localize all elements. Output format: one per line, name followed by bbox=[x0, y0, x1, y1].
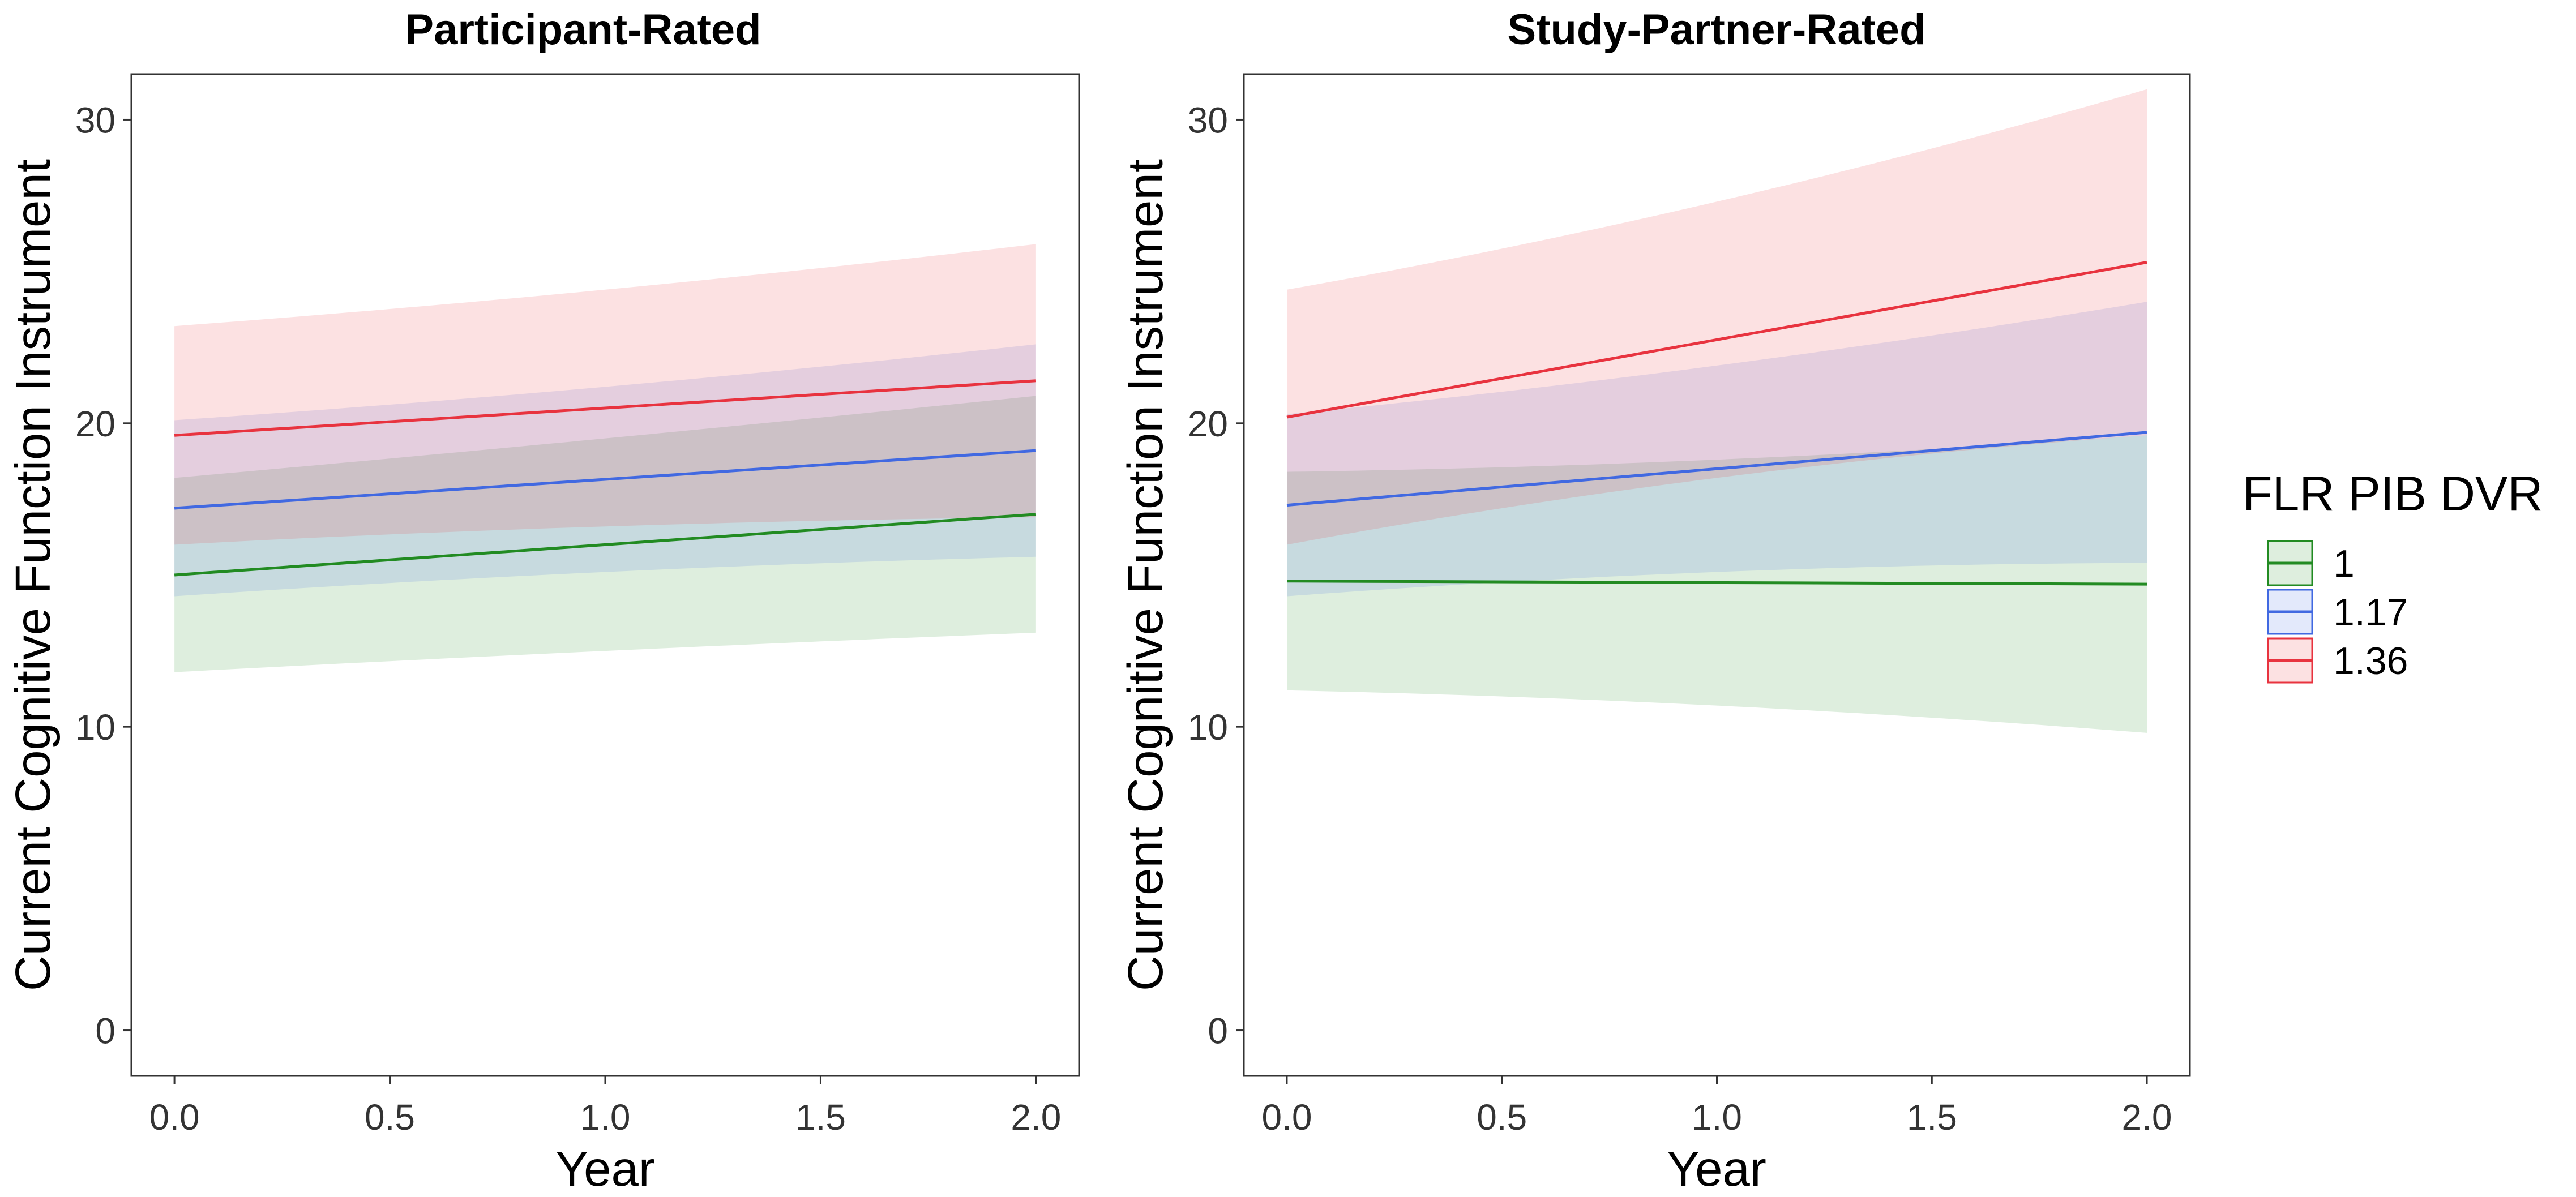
confidence-bands bbox=[1287, 89, 2147, 733]
ci-band-dvr-1-36 bbox=[174, 244, 1036, 545]
fit-line-dvr-1-36 bbox=[1286, 261, 2147, 419]
fit-lines bbox=[174, 379, 1037, 577]
fit-line-dvr-1 bbox=[1286, 580, 2147, 586]
axes: 0 10 20 30 0.0 0.5 1.0 1.5 2.0 bbox=[75, 100, 1062, 1138]
plot-area bbox=[131, 74, 1079, 1076]
x-tick-label: 0.5 bbox=[1477, 1097, 1527, 1138]
fit-line-dvr-1-17 bbox=[174, 449, 1037, 510]
legend-label: 1.36 bbox=[2333, 640, 2408, 683]
y-tick-label: 0 bbox=[1208, 1011, 1228, 1052]
y-tick-label: 10 bbox=[75, 707, 115, 748]
panel-title: Study-Partner-Rated bbox=[1508, 6, 1926, 54]
x-tick-label: 0.0 bbox=[1262, 1097, 1312, 1138]
study-partner-rated-panel: Study-Partner-Rated 0 10 20 30 0.0 0.5 1.0 1.5 2… bbox=[1118, 6, 2191, 1196]
x-tick-label: 1.0 bbox=[580, 1097, 631, 1138]
fit-lines bbox=[1286, 261, 2147, 586]
legend-title: FLR PIB DVR bbox=[2243, 467, 2543, 521]
y-tick-label: 0 bbox=[95, 1011, 115, 1052]
x-tick-label: 0.5 bbox=[365, 1097, 415, 1138]
y-tick-label: 10 bbox=[1188, 707, 1228, 748]
y-axis-title: Current Cognitive Function Instrument bbox=[1118, 159, 1173, 991]
legend-item-dvr-1-36: 1.36 bbox=[2267, 637, 2408, 684]
participant-rated-panel: Participant-Rated 0 10 20 30 0.0 0.5 1.0 1.5 2.0… bbox=[6, 6, 1080, 1196]
ci-band-dvr-1-36 bbox=[1287, 89, 2147, 545]
y-tick-label: 30 bbox=[75, 100, 115, 141]
y-tick-label: 20 bbox=[75, 404, 115, 444]
axes: 0 10 20 30 0.0 0.5 1.0 1.5 2.0 bbox=[1188, 100, 2172, 1138]
x-axis-title: Year bbox=[1667, 1142, 1766, 1196]
legend-label: 1 bbox=[2333, 542, 2355, 585]
fit-line-dvr-1-17 bbox=[1286, 431, 2147, 507]
ci-band-dvr-1 bbox=[1287, 435, 2147, 733]
y-axis-title: Current Cognitive Function Instrument bbox=[6, 159, 61, 991]
legend-item-dvr-1: 1 bbox=[2267, 540, 2355, 586]
legend-label: 1.17 bbox=[2333, 591, 2408, 634]
fit-line-dvr-1 bbox=[174, 513, 1037, 577]
x-tick-label: 2.0 bbox=[1011, 1097, 1061, 1138]
x-tick-label: 1.5 bbox=[1907, 1097, 1957, 1138]
y-tick-label: 30 bbox=[1188, 100, 1228, 141]
legend-item-dvr-1-17: 1.17 bbox=[2267, 589, 2408, 635]
x-tick-label: 0.0 bbox=[149, 1097, 200, 1138]
y-tick-label: 20 bbox=[1188, 404, 1228, 444]
legend: FLR PIB DVR 1 1.17 1.36 bbox=[2243, 467, 2543, 684]
fit-line-dvr-1-36 bbox=[174, 379, 1037, 437]
ci-band-dvr-1-17 bbox=[1287, 302, 2147, 597]
panel-title: Participant-Rated bbox=[405, 6, 761, 54]
x-axis-title: Year bbox=[555, 1142, 655, 1196]
plot-area bbox=[1244, 74, 2190, 1076]
x-tick-label: 2.0 bbox=[2122, 1097, 2172, 1138]
ci-band-dvr-1-17 bbox=[174, 344, 1036, 597]
x-tick-label: 1.0 bbox=[1692, 1097, 1742, 1138]
confidence-bands bbox=[174, 244, 1036, 672]
x-tick-label: 1.5 bbox=[795, 1097, 846, 1138]
